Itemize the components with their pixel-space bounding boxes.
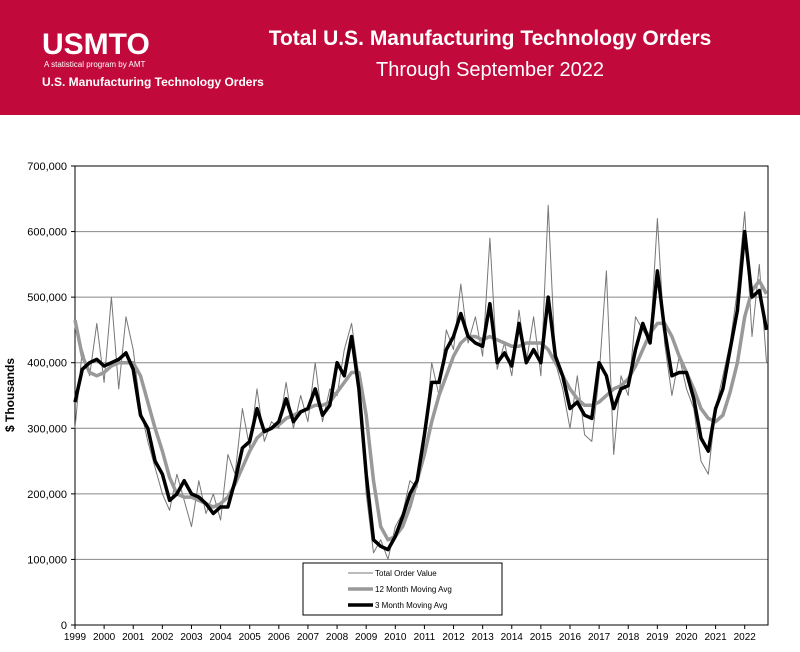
x-tick-label: 2002	[151, 632, 174, 643]
program-name: U.S. Manufacturing Technology Orders	[42, 75, 264, 89]
x-tick-label: 2003	[180, 632, 203, 643]
y-tick-label: 0	[61, 620, 67, 632]
x-tick-label: 1999	[64, 632, 87, 643]
x-tick-label: 2017	[588, 632, 611, 643]
x-tick-label: 2015	[530, 632, 553, 643]
legend-label: 12 Month Moving Avg	[375, 585, 452, 594]
x-tick-label: 2013	[472, 632, 495, 643]
legend-label: 3 Month Moving Avg	[375, 601, 447, 610]
y-tick-label: 700,000	[27, 161, 67, 173]
x-tick-label: 2011	[414, 632, 436, 643]
x-tick-label: 2016	[559, 632, 582, 643]
y-tick-label: 600,000	[27, 227, 67, 239]
x-tick-label: 2018	[617, 632, 640, 643]
x-tick-label: 2020	[675, 632, 698, 643]
chart-title: Total U.S. Manufacturing Technology Orde…	[269, 27, 712, 50]
plot-frame	[74, 165, 769, 626]
x-tick-label: 2021	[704, 632, 727, 643]
x-tick-label: 2010	[384, 632, 407, 643]
logo: USMTO	[42, 28, 150, 61]
header-banner	[0, 0, 800, 115]
x-tick-label: 2012	[442, 632, 465, 643]
y-tick-label: 300,000	[27, 423, 67, 435]
x-tick-label: 2014	[501, 632, 524, 643]
y-tick-label: 500,000	[27, 292, 67, 304]
x-tick-label: 2001	[122, 632, 145, 643]
x-tick-label: 2006	[268, 632, 291, 643]
tagline: A statistical program by AMT	[44, 60, 145, 69]
x-tick-label: 2009	[355, 632, 378, 643]
x-tick-label: 2008	[326, 632, 349, 643]
y-axis-label: $ Thousands	[3, 358, 17, 432]
y-tick-label: 200,000	[27, 489, 67, 501]
x-tick-label: 2022	[734, 632, 757, 643]
x-tick-label: 2007	[297, 632, 320, 643]
x-tick-label: 2005	[239, 632, 262, 643]
series-line	[74, 204, 767, 560]
y-tick-label: 400,000	[27, 358, 67, 370]
y-tick-label: 100,000	[27, 554, 67, 566]
x-tick-label: 2019	[646, 632, 669, 643]
x-tick-label: 2000	[93, 632, 116, 643]
legend-box	[302, 562, 503, 616]
series-line	[73, 229, 769, 552]
legend-label: Total Order Value	[375, 569, 437, 578]
chart-subtitle: Through September 2022	[376, 59, 604, 81]
x-tick-label: 2004	[209, 632, 232, 643]
